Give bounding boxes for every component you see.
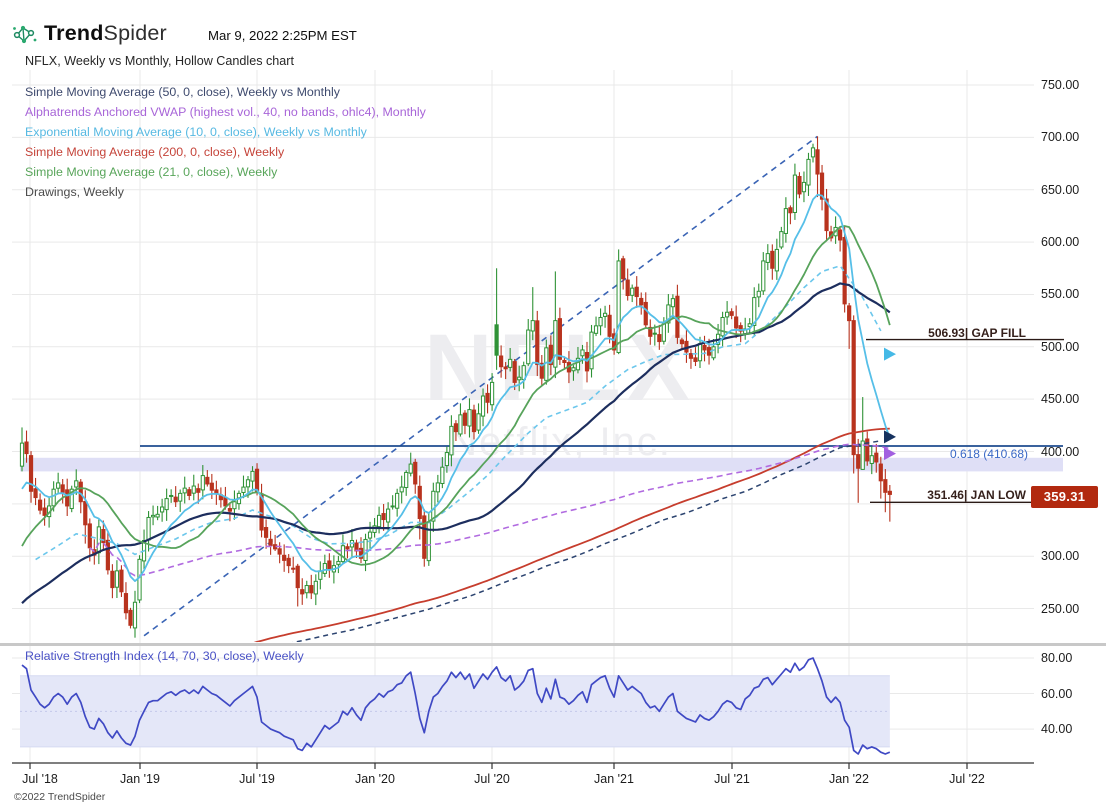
price-axis-label: 750.00: [1041, 78, 1080, 93]
gap-fill-annotation: 506.93| GAP FILL: [928, 326, 1026, 340]
legend-item-4[interactable]: Simple Moving Average (21, 0, close), We…: [25, 165, 278, 179]
trendline-drawing[interactable]: [143, 135, 818, 637]
time-axis-label: Jul '19: [239, 772, 275, 786]
candlestick-series: [19, 136, 892, 638]
price-axis-label: 550.00: [1041, 287, 1080, 302]
jan-low-annotation: 351.46| JAN LOW: [927, 488, 1026, 502]
legend-item-5[interactable]: Drawings, Weekly: [25, 185, 124, 199]
time-axis-label: Jul '21: [714, 772, 750, 786]
price-axis-label: 450.00: [1041, 392, 1080, 407]
brand-bold: Trend: [44, 21, 104, 45]
legend-item-1[interactable]: Alphatrends Anchored VWAP (highest vol.,…: [25, 105, 426, 119]
trendspider-logo-icon: [13, 25, 37, 44]
time-axis-label: Jan '21: [594, 772, 634, 786]
rsi-axis-label: 40.00: [1041, 722, 1073, 737]
rsi-band: [20, 675, 890, 747]
chart-datetime: Mar 9, 2022 2:25PM EST: [208, 28, 357, 43]
price-axis-label: 650.00: [1041, 182, 1080, 197]
legend-item-3[interactable]: Simple Moving Average (200, 0, close), W…: [25, 145, 285, 159]
time-axis-label: Jan '19: [120, 772, 160, 786]
brand-wordmark: TrendSpider: [44, 21, 167, 46]
price-axis-label: 500.00: [1041, 339, 1080, 354]
rsi-axis-label: 60.00: [1041, 686, 1073, 701]
vwap-monthly-marker[interactable]: [884, 447, 896, 461]
rsi-legend-label[interactable]: Relative Strength Index (14, 70, 30, clo…: [25, 649, 304, 663]
sma50-monthly-marker[interactable]: [884, 430, 896, 444]
watermark-name: Netflix, Inc.: [448, 420, 672, 464]
price-axis-label: 250.00: [1041, 601, 1080, 616]
price-axis-label: 700.00: [1041, 130, 1080, 145]
time-axis-label: Jul '20: [474, 772, 510, 786]
price-axis-label: 300.00: [1041, 549, 1080, 564]
time-axis-label: Jan '20: [355, 772, 395, 786]
time-axis-label: Jul '22: [949, 772, 985, 786]
panel-separator[interactable]: [0, 643, 1106, 646]
time-axis-label: Jul '18: [22, 772, 58, 786]
rsi-axis-label: 80.00: [1041, 651, 1073, 665]
legend-item-2[interactable]: Exponential Moving Average (10, 0, close…: [25, 125, 367, 139]
price-axis-label: 600.00: [1041, 235, 1080, 250]
copyright-text: ©2022 TrendSpider: [14, 791, 106, 803]
brand-light: Spider: [103, 21, 167, 45]
fib-level-label: 0.618 (410.68): [949, 447, 1028, 461]
ema10-monthly-marker[interactable]: [884, 347, 896, 361]
chart-title: NFLX, Weekly vs Monthly, Hollow Candles …: [25, 54, 294, 68]
last-price-badge: 359.31: [1031, 486, 1098, 508]
price-axis-label: 400.00: [1041, 444, 1080, 459]
time-axis-label: Jan '22: [829, 772, 869, 786]
legend-item-0[interactable]: Simple Moving Average (50, 0, close), We…: [25, 85, 340, 99]
